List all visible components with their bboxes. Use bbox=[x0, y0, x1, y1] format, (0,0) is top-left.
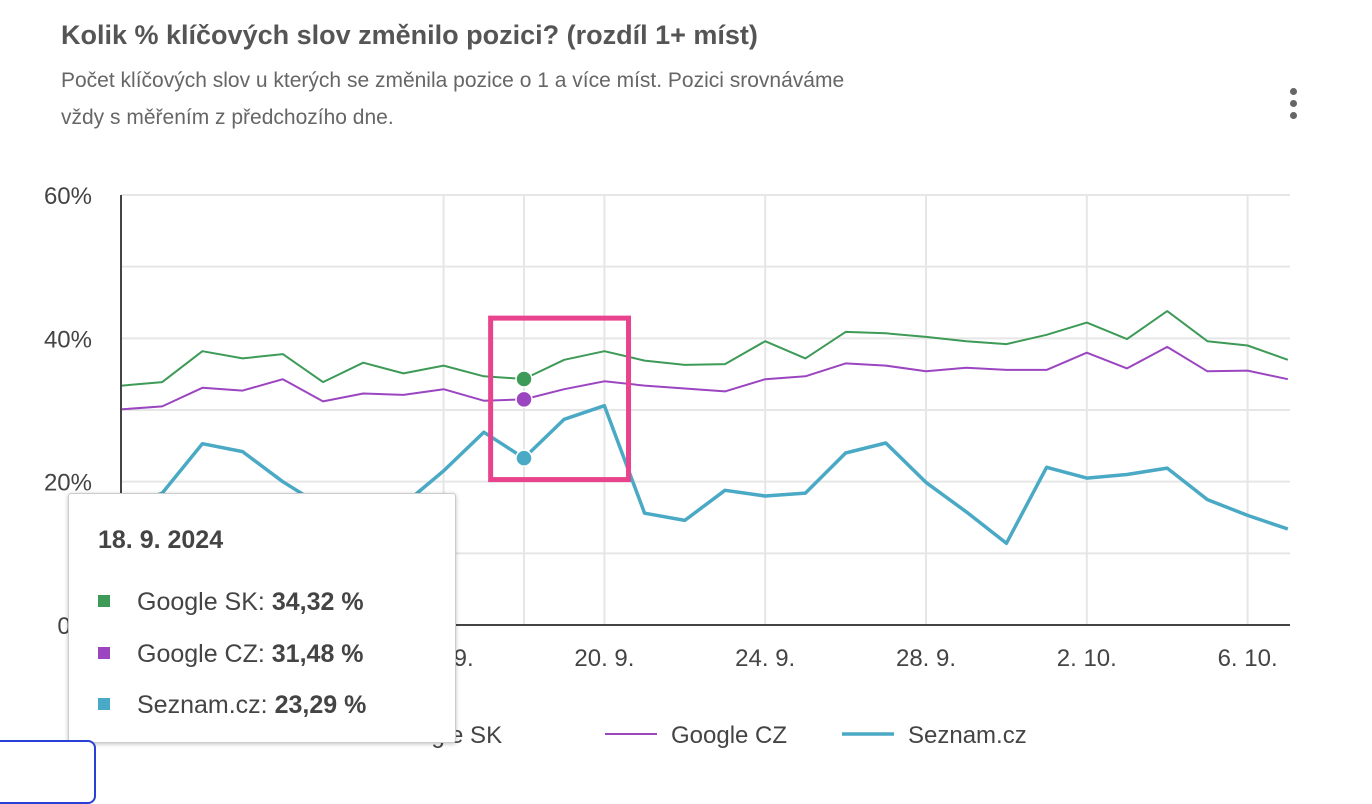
tooltip-date: 18. 9. 2024 bbox=[98, 526, 224, 554]
series-line-google-sk bbox=[121, 310, 1289, 387]
highlight-box bbox=[488, 315, 632, 483]
y-tick-label: 60% bbox=[44, 183, 92, 210]
google-sk-swatch bbox=[98, 595, 110, 608]
tooltip-row-seznam: Seznam.cz: 23,29 % bbox=[98, 691, 366, 720]
corner-widget[interactable] bbox=[0, 740, 96, 804]
chart-title: Kolik % klíčových slov změnilo pozici? (… bbox=[61, 20, 758, 50]
subtitle-line-1: Počet klíčových slov u kterých se změnil… bbox=[61, 69, 845, 92]
series-line-google-cz bbox=[121, 345, 1289, 411]
x-tick-label: 28. 9. bbox=[896, 645, 956, 672]
chart-card: Kolik % klíčových slov změnilo pozici? (… bbox=[0, 20, 1308, 804]
chart-subtitle: Počet klíčových slov u kterých se změnil… bbox=[61, 62, 1021, 136]
x-tick-label: 2. 10. bbox=[1057, 645, 1117, 672]
highlight-point-seznam-cz bbox=[515, 449, 533, 467]
highlight-point-google-cz bbox=[515, 390, 533, 409]
x-tick-label: 20. 9. bbox=[574, 645, 634, 672]
highlight-point-google-sk bbox=[515, 370, 533, 388]
legend-label: Seznam.cz bbox=[908, 722, 1027, 749]
tooltip-label: Seznam.cz: bbox=[137, 691, 275, 719]
tooltip-label: Google SK: bbox=[137, 588, 272, 616]
tooltip-row-google-cz: Google CZ: 31,48 % bbox=[98, 640, 364, 669]
seznam-swatch bbox=[98, 698, 110, 711]
tooltip-label: Google CZ: bbox=[137, 640, 272, 668]
chart-tooltip: 18. 9. 2024 Google SK: 34,32 % Google CZ… bbox=[68, 493, 456, 743]
tooltip-value: 34,32 % bbox=[271, 588, 364, 616]
y-tick-label: 40% bbox=[44, 326, 92, 353]
tooltip-value: 31,48 % bbox=[271, 640, 364, 668]
tooltip-value: 23,29 % bbox=[274, 691, 367, 719]
legend-label: Google CZ bbox=[671, 722, 787, 749]
google-cz-swatch bbox=[98, 647, 110, 660]
x-tick-label: 6. 10. bbox=[1218, 645, 1278, 672]
more-options-icon[interactable] bbox=[1280, 84, 1308, 124]
y-tick-label: 20% bbox=[44, 470, 92, 497]
x-tick-label: 24. 9. bbox=[735, 645, 795, 672]
line-chart: 0%20%40%60%16. 9.20. 9.24. 9.28. 9.2. 10… bbox=[44, 183, 1290, 749]
tooltip-row-google-sk: Google SK: 34,32 % bbox=[98, 588, 364, 617]
subtitle-line-2: vždy s měřením z předchozího dne. bbox=[61, 106, 394, 129]
